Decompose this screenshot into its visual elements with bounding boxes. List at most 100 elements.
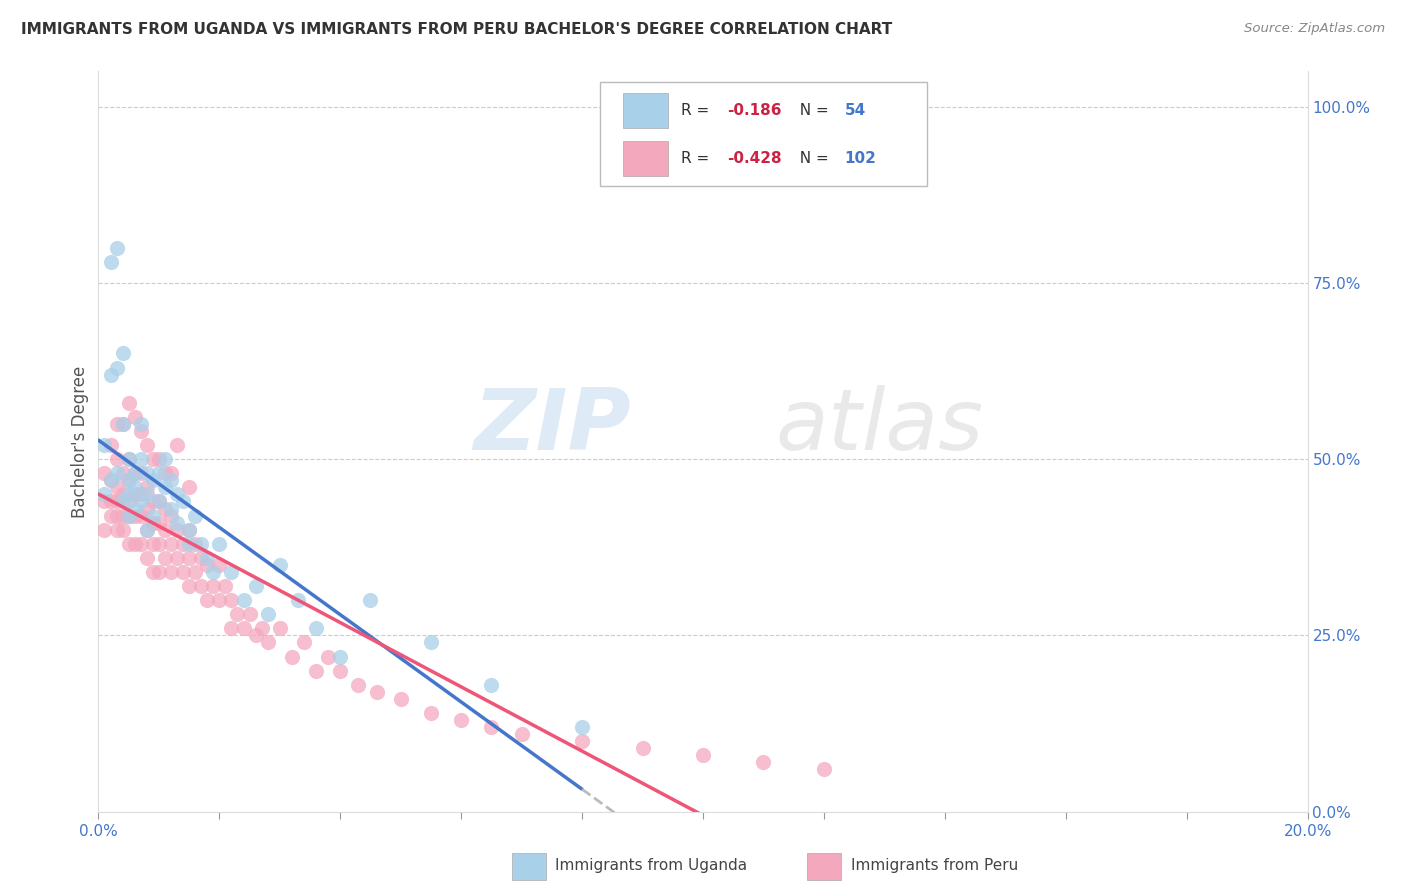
Text: 54: 54 [845, 103, 866, 118]
Point [124, 409, 146, 424]
Point [281, 649, 304, 664]
Point [118, 487, 141, 501]
Text: R =: R = [682, 103, 714, 118]
Point [153, 480, 176, 494]
Point [148, 565, 170, 579]
Point [450, 713, 472, 727]
Point [202, 565, 225, 579]
Point [100, 508, 122, 523]
Point [135, 523, 157, 537]
Point [124, 487, 146, 501]
Point [316, 649, 339, 664]
Y-axis label: Bachelor's Degree: Bachelor's Degree [70, 366, 89, 517]
Point [100, 254, 122, 268]
Point [179, 579, 201, 593]
Point [100, 368, 122, 382]
Text: atlas: atlas [776, 385, 984, 468]
Point [221, 621, 243, 635]
Point [111, 494, 134, 508]
Point [105, 494, 128, 508]
Point [100, 494, 122, 508]
Point [221, 565, 243, 579]
Point [208, 558, 231, 572]
Point [179, 550, 201, 565]
Point [111, 508, 134, 523]
Point [105, 241, 128, 255]
Point [153, 501, 176, 516]
Point [481, 720, 503, 734]
Point [118, 473, 141, 487]
Point [420, 635, 443, 649]
Point [184, 508, 207, 523]
Point [148, 537, 170, 551]
Point [129, 424, 152, 438]
Point [360, 593, 382, 607]
Point [179, 523, 201, 537]
Point [142, 516, 165, 530]
Point [135, 438, 157, 452]
Point [250, 621, 273, 635]
Point [129, 537, 152, 551]
Point [105, 417, 128, 431]
Point [105, 467, 128, 481]
Point [148, 494, 170, 508]
Point [129, 487, 152, 501]
Point [221, 593, 243, 607]
Point [160, 501, 183, 516]
Point [226, 607, 249, 622]
Point [287, 593, 309, 607]
Point [813, 763, 835, 777]
Point [124, 508, 146, 523]
Point [195, 593, 218, 607]
Point [172, 494, 194, 508]
Point [118, 494, 141, 508]
Point [111, 417, 134, 431]
Point [118, 537, 141, 551]
Point [692, 748, 714, 763]
Point [510, 727, 533, 741]
Text: Immigrants from Uganda: Immigrants from Uganda [555, 858, 748, 872]
Point [142, 473, 165, 487]
Point [184, 537, 207, 551]
Point [631, 741, 654, 756]
Point [179, 523, 201, 537]
Point [160, 565, 183, 579]
Text: -0.428: -0.428 [727, 151, 782, 166]
Point [166, 523, 188, 537]
Point [135, 480, 157, 494]
Point [129, 494, 152, 508]
Point [202, 579, 225, 593]
Point [305, 664, 328, 678]
Point [172, 565, 194, 579]
Point [184, 565, 207, 579]
Point [256, 635, 278, 649]
Point [129, 508, 152, 523]
Point [172, 537, 194, 551]
Point [347, 678, 370, 692]
Point [195, 558, 218, 572]
Point [195, 550, 218, 565]
Point [148, 494, 170, 508]
Point [208, 537, 231, 551]
Point [420, 706, 443, 720]
Text: N =: N = [790, 103, 834, 118]
Point [129, 417, 152, 431]
Point [105, 523, 128, 537]
Point [208, 593, 231, 607]
Point [160, 508, 183, 523]
Point [269, 621, 291, 635]
Point [118, 508, 141, 523]
Point [142, 452, 165, 467]
Point [166, 516, 188, 530]
Point [118, 452, 141, 467]
Text: 102: 102 [845, 151, 876, 166]
Point [142, 494, 165, 508]
Point [245, 628, 267, 642]
Text: Source: ZipAtlas.com: Source: ZipAtlas.com [1244, 22, 1385, 36]
Point [111, 417, 134, 431]
Point [111, 487, 134, 501]
FancyBboxPatch shape [600, 82, 927, 186]
Text: IMMIGRANTS FROM UGANDA VS IMMIGRANTS FROM PERU BACHELOR'S DEGREE CORRELATION CHA: IMMIGRANTS FROM UGANDA VS IMMIGRANTS FRO… [21, 22, 893, 37]
Point [111, 346, 134, 360]
Point [111, 523, 134, 537]
